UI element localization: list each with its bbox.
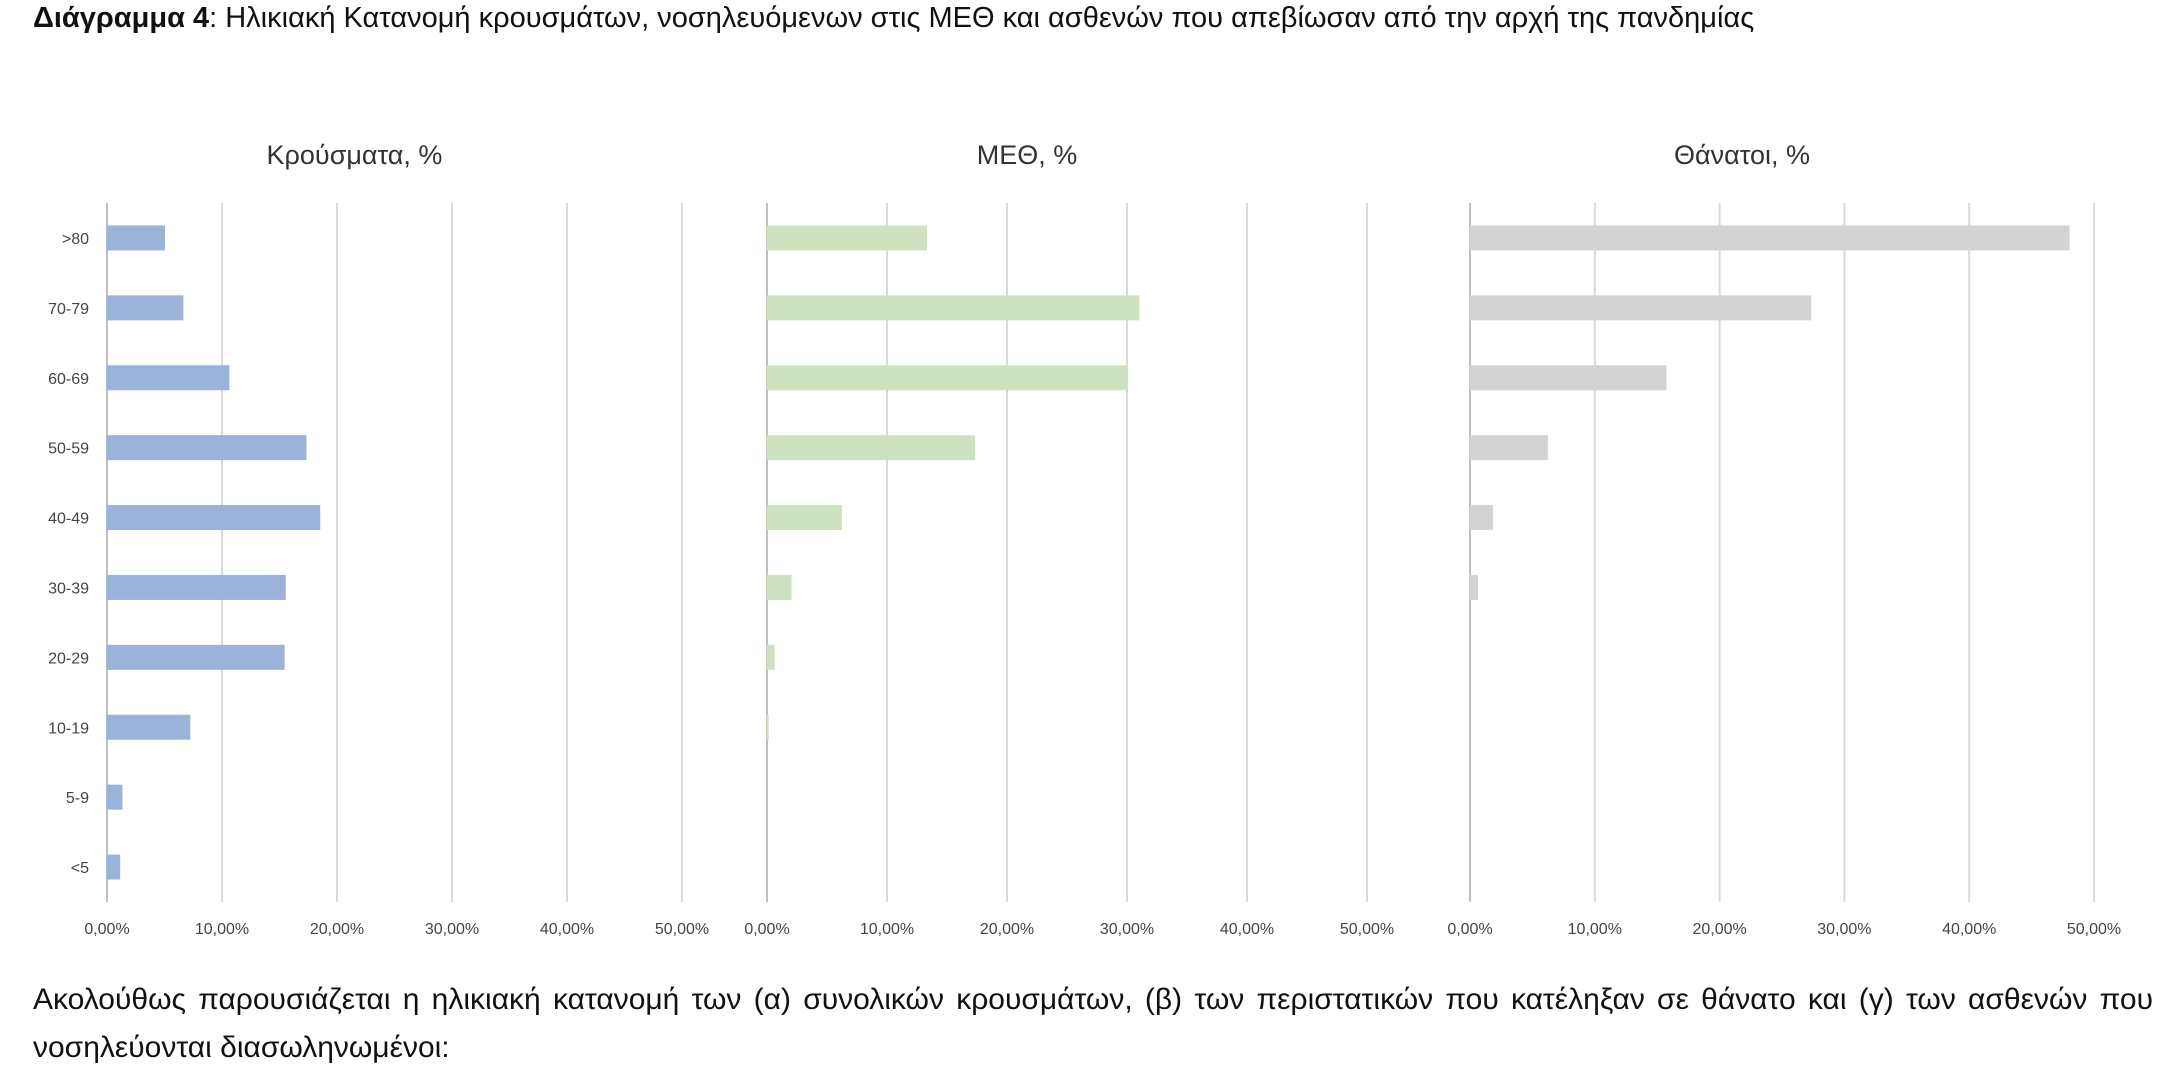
bar [1469,295,1812,321]
x-tick-label: 10,00% [1568,921,1622,938]
charts: Κρούσματα, % 0,00% 10,00% 20,00% 30,00% 40,00… [48,140,2121,938]
bar [106,295,184,321]
y-tick-label: 70-79 [48,301,89,318]
y-tick-label: 50-59 [48,441,89,458]
bar [1469,505,1493,531]
chart-title: ΜΕΘ, % [977,140,1078,170]
caption: Διάγραμμα 4: Ηλικιακή Κατανομή κρουσμάτω… [33,2,1754,35]
x-tick-label: 20,00% [1692,921,1746,938]
bar [1469,225,2070,251]
bar [766,574,792,600]
paragraph: Ακολούθως παρουσιάζεται η ηλικιακή καταν… [33,983,2153,1064]
caption-text: : Ηλικιακή Κατανομή κρουσμάτων, νοσηλευό… [209,2,1755,34]
caption-label: Διάγραμμα 4 [33,2,210,34]
bar [106,505,321,531]
x-tick-label: 50,00% [655,921,709,938]
x-tick-label: 0,00% [84,921,129,938]
bar [106,714,191,740]
y-tick-label: 10-19 [48,720,89,737]
x-tick-label: 0,00% [1447,921,1492,938]
y-tick-label: 30-39 [48,580,89,597]
x-tick-label: 50,00% [1340,921,1394,938]
y-tick-label: <5 [71,860,89,877]
x-tick-label: 0,00% [744,921,789,938]
x-tick-label: 40,00% [1220,921,1274,938]
bar [766,295,1140,321]
x-tick-label: 30,00% [425,921,479,938]
y-tick-label: 5-9 [66,790,89,807]
bar [766,644,775,670]
bar [766,225,928,251]
bar [106,784,123,810]
x-tick-label: 10,00% [860,921,914,938]
y-tick-label: 60-69 [48,371,89,388]
y-tick-label: 40-49 [48,511,89,528]
bar [1469,435,1548,461]
bar [106,435,307,461]
y-tick-label: >80 [62,231,89,248]
bar [766,505,842,531]
bar [106,644,285,670]
x-tick-label: 40,00% [1942,921,1996,938]
bar [106,574,286,600]
bar [106,365,230,391]
bar [766,714,769,740]
chart-title: Κρούσματα, % [267,140,443,170]
bar [766,435,976,461]
x-tick-label: 30,00% [1100,921,1154,938]
x-tick-label: 20,00% [310,921,364,938]
x-tick-label: 40,00% [540,921,594,938]
bar [1469,574,1478,600]
y-tick-label: 20-29 [48,650,89,667]
x-tick-label: 10,00% [195,921,249,938]
x-tick-label: 30,00% [1817,921,1871,938]
bar [1469,365,1667,391]
x-tick-label: 20,00% [980,921,1034,938]
chart-title: Θάνατοι, % [1674,140,1810,170]
bar [106,225,165,251]
bar [106,854,121,880]
x-tick-label: 50,00% [2067,921,2121,938]
bar [766,365,1128,391]
